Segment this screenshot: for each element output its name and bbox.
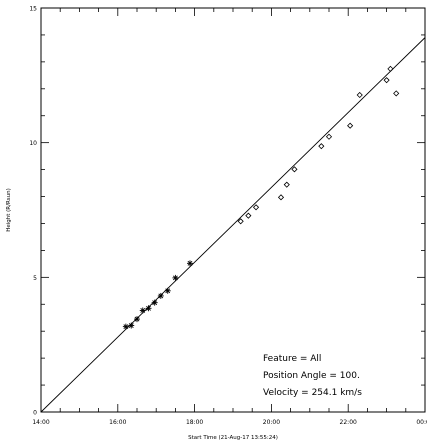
asterisk-stroke	[187, 260, 193, 266]
asterisk-point	[157, 292, 164, 299]
annotation-feature: Feature = All	[263, 354, 321, 364]
annotation-position-angle: Position Angle = 100.	[263, 371, 360, 381]
asterisk-stroke	[158, 293, 164, 299]
diamond-point	[387, 65, 394, 72]
asterisk-stroke	[172, 275, 178, 281]
diamond-point	[347, 122, 354, 129]
x-axis-label: Start Time (21-Aug-17 13:55:24)	[188, 435, 278, 441]
x-tick-label: 14:00	[32, 419, 49, 426]
y-tick-labels: 0 5 10 15	[29, 6, 37, 417]
asterisk-point	[151, 299, 158, 306]
diamond-point	[283, 181, 290, 188]
plot-frame	[40, 7, 426, 413]
x-tick-label: 16:00	[109, 419, 126, 426]
asterisk-point	[122, 323, 129, 330]
asterisk-stroke	[134, 316, 140, 322]
y-axis-label: Height (R/Rsun)	[6, 188, 12, 232]
asterisk-stroke	[146, 305, 151, 311]
y-tick-label: 15	[29, 6, 37, 13]
asterisk-point	[186, 260, 193, 267]
data-points	[122, 65, 400, 330]
diamond-point	[318, 143, 325, 150]
x-tick-label: 22:00	[340, 419, 357, 426]
asterisk-point	[134, 316, 140, 323]
y-tick-label: 0	[33, 410, 37, 417]
y-tick-label: 5	[33, 275, 37, 282]
asterisk-point	[164, 287, 171, 294]
fit-line	[40, 37, 426, 413]
asterisk-point	[172, 274, 179, 281]
axis-ticks	[40, 7, 426, 413]
diamond-point	[277, 194, 285, 201]
x-tick-labels: 14:00 16:00 18:00 20:00 22:00 00:00	[32, 419, 427, 426]
asterisk-stroke	[165, 288, 171, 294]
diamond-point	[383, 77, 390, 84]
asterisk-point	[128, 322, 135, 329]
diamond-point	[291, 166, 298, 173]
asterisk-point	[145, 305, 152, 312]
asterisk-stroke	[128, 323, 134, 328]
diamond-point	[356, 91, 363, 99]
x-tick-label: 18:00	[186, 419, 203, 426]
diamond-point	[245, 212, 252, 219]
y-tick-label: 10	[29, 140, 37, 147]
asterisk-point	[139, 307, 146, 314]
annotation-velocity: Velocity = 254.1 km/s	[263, 388, 362, 398]
diamond-point	[393, 90, 400, 97]
diamond-point	[252, 204, 260, 211]
asterisk-stroke	[152, 300, 158, 306]
x-tick-label: 00:00	[416, 419, 427, 426]
asterisk-stroke	[123, 324, 129, 330]
diamond-point	[237, 218, 244, 225]
x-tick-label: 20:00	[263, 419, 280, 426]
diamond-point	[325, 133, 333, 140]
asterisk-stroke	[140, 308, 146, 313]
